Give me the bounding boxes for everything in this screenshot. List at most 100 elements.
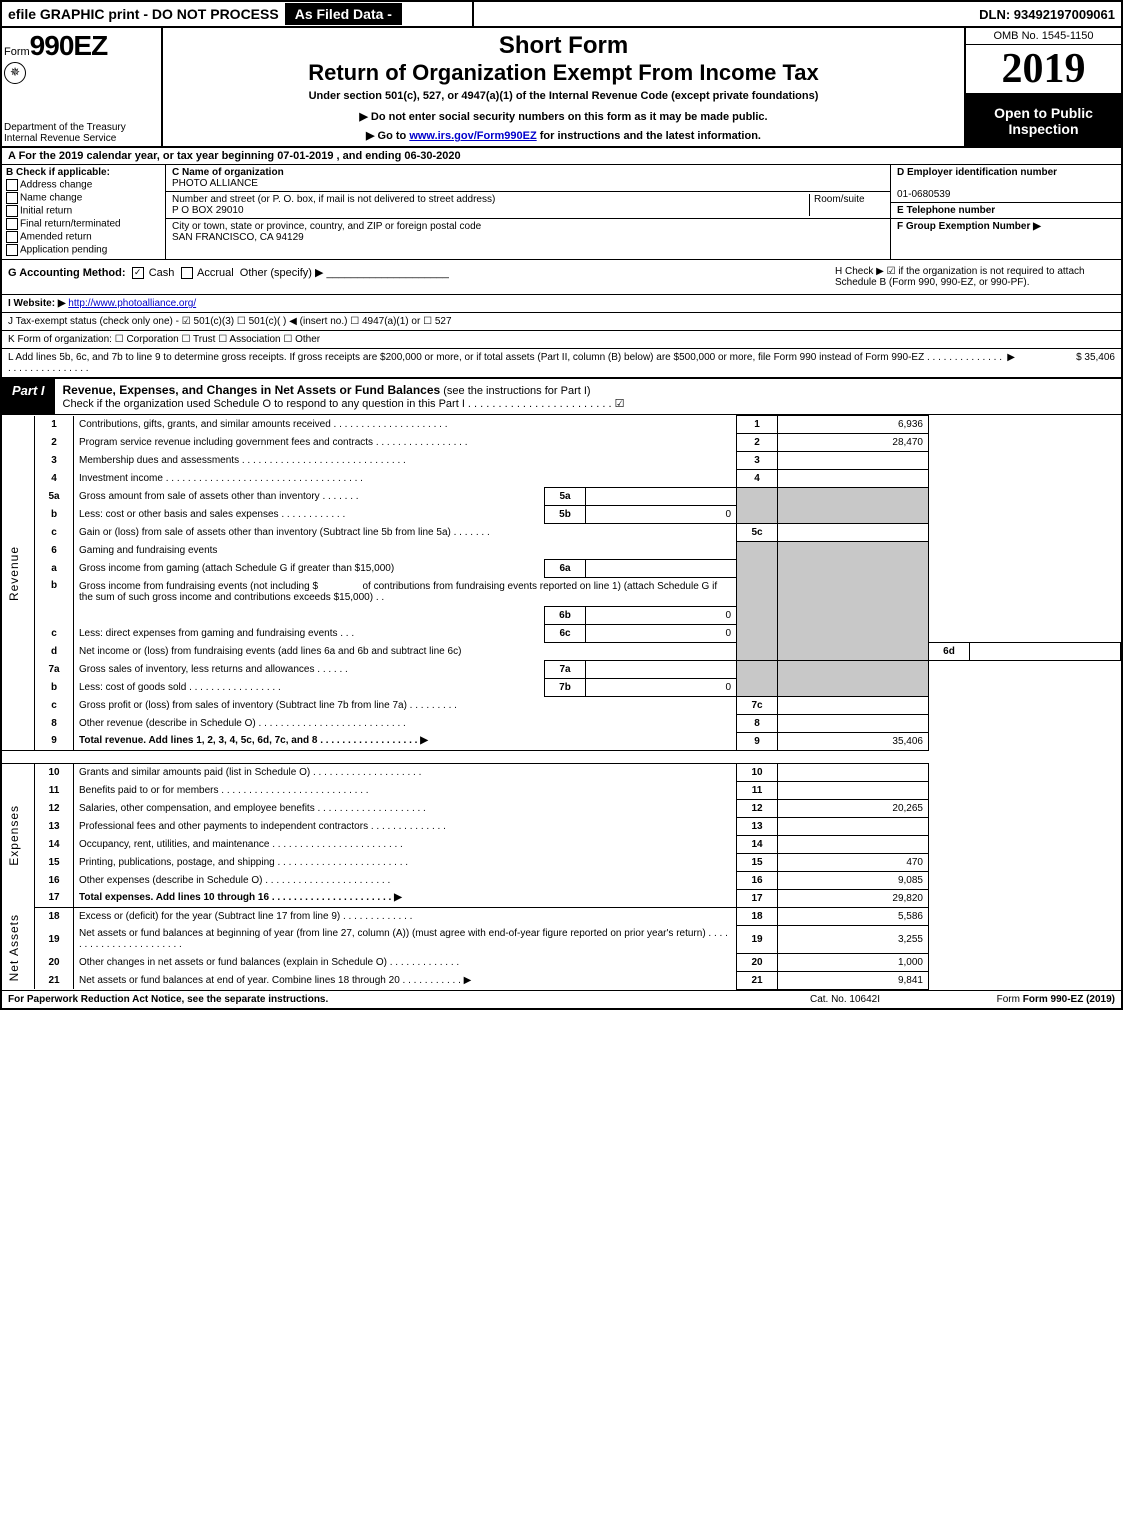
part1-header: Part I Revenue, Expenses, and Changes in…	[2, 379, 1121, 415]
table-row: b Less: cost or other basis and sales ex…	[2, 506, 1121, 524]
table-row: Expenses 10 Grants and similar amounts p…	[2, 763, 1121, 781]
table-row: 12 Salaries, other compensation, and emp…	[2, 799, 1121, 817]
chk-name: Name change	[6, 192, 161, 204]
ein-value: 01-0680539	[897, 189, 950, 200]
checkbox-icon[interactable]	[6, 179, 18, 191]
chk-pending: Application pending	[6, 244, 161, 256]
tax-year: 2019	[966, 45, 1121, 95]
footer: For Paperwork Reduction Act Notice, see …	[2, 990, 1121, 1008]
group-exemption-row: F Group Exemption Number ▶	[891, 219, 1121, 259]
checkbox-icon[interactable]	[6, 231, 18, 243]
table-row: 6 Gaming and fundraising events	[2, 542, 1121, 560]
table-row: 13 Professional fees and other payments …	[2, 817, 1121, 835]
header-center: Short Form Return of Organization Exempt…	[163, 28, 964, 146]
row-a: A For the 2019 calendar year, or tax yea…	[2, 148, 1121, 165]
efile-label: efile GRAPHIC print - DO NOT PROCESS	[2, 3, 287, 25]
street-row: Number and street (or P. O. box, if mail…	[166, 192, 890, 219]
asfiled-blank	[402, 2, 474, 26]
table-row: 2 Program service revenue including gove…	[2, 434, 1121, 452]
header-row: Form990EZ ✵ Department of the Treasury I…	[2, 28, 1121, 148]
table-row: 3 Membership dues and assessments . . . …	[2, 452, 1121, 470]
row-l-amount: $ 35,406	[1015, 352, 1115, 374]
phone-row: E Telephone number	[891, 203, 1121, 219]
row-l-arrow: ▶	[1007, 352, 1015, 374]
expenses-side-label: Expenses	[2, 763, 35, 907]
city-label: City or town, state or province, country…	[172, 221, 481, 232]
table-row: 14 Occupancy, rent, utilities, and maint…	[2, 835, 1121, 853]
ein-row: D Employer identification number 01-0680…	[891, 165, 1121, 203]
table-row: b Less: cost of goods sold . . . . . . .…	[2, 678, 1121, 696]
g-label: G Accounting Method:	[8, 267, 126, 279]
revenue-side-label: Revenue	[2, 416, 35, 733]
return-title: Return of Organization Exempt From Incom…	[167, 60, 960, 86]
e-label: E Telephone number	[897, 205, 995, 216]
section-c: C Name of organization PHOTO ALLIANCE Nu…	[166, 165, 890, 259]
table-row: c Gain or (loss) from sale of assets oth…	[2, 524, 1121, 542]
footer-left: For Paperwork Reduction Act Notice, see …	[8, 994, 755, 1005]
part1-title-bold: Revenue, Expenses, and Changes in Net As…	[63, 383, 441, 397]
form-container: efile GRAPHIC print - DO NOT PROCESS As …	[0, 0, 1123, 1010]
dln-label: DLN: 93492197009061	[973, 4, 1121, 25]
part1-check-line: Check if the organization used Schedule …	[63, 398, 625, 410]
dept-block: Department of the Treasury Internal Reve…	[4, 122, 159, 144]
row-l: L Add lines 5b, 6c, and 7b to line 9 to …	[2, 349, 1121, 379]
section-b-title: B Check if applicable:	[6, 167, 110, 178]
table-row: 6b 0	[2, 606, 1121, 624]
under-section: Under section 501(c), 527, or 4947(a)(1)…	[167, 90, 960, 102]
top-bar: efile GRAPHIC print - DO NOT PROCESS As …	[2, 2, 1121, 28]
table-row: Net Assets 18 Excess or (deficit) for th…	[2, 907, 1121, 925]
checkbox-icon[interactable]	[6, 205, 18, 217]
table-row: 17 Total expenses. Add lines 10 through …	[2, 889, 1121, 907]
row-k: K Form of organization: ☐ Corporation ☐ …	[2, 331, 1121, 349]
checkbox-icon[interactable]	[6, 244, 18, 256]
section-de: D Employer identification number 01-0680…	[890, 165, 1121, 259]
table-row: 16 Other expenses (describe in Schedule …	[2, 871, 1121, 889]
table-row: 7a Gross sales of inventory, less return…	[2, 660, 1121, 678]
row-j: J Tax-exempt status (check only one) - ☑…	[2, 313, 1121, 331]
accounting-method: G Accounting Method: ✓ Cash Accrual Othe…	[8, 266, 835, 288]
table-row: 11 Benefits paid to or for members . . .…	[2, 781, 1121, 799]
org-name-row: C Name of organization PHOTO ALLIANCE	[166, 165, 890, 192]
c-label: C Name of organization	[172, 167, 284, 178]
checkbox-icon[interactable]	[6, 192, 18, 204]
table-row: c Less: direct expenses from gaming and …	[2, 624, 1121, 642]
chk-amended: Amended return	[6, 231, 161, 243]
checkbox-cash[interactable]: ✓	[132, 267, 144, 279]
row-gh: G Accounting Method: ✓ Cash Accrual Othe…	[2, 260, 1121, 295]
street-value: P O BOX 29010	[172, 205, 244, 216]
open-public-badge: Open to Public Inspection	[966, 95, 1121, 146]
room-label: Room/suite	[809, 194, 884, 216]
table-row: b Gross income from fundraising events (…	[2, 577, 1121, 606]
city-row: City or town, state or province, country…	[166, 219, 890, 245]
part1-title: Revenue, Expenses, and Changes in Net As…	[55, 379, 1121, 414]
checkbox-icon[interactable]	[6, 218, 18, 230]
line-num: 1	[35, 416, 74, 434]
chk-initial: Initial return	[6, 205, 161, 217]
ssn-note: ▶ Do not enter social security numbers o…	[167, 110, 960, 123]
row-l-text: L Add lines 5b, 6c, and 7b to line 9 to …	[8, 352, 1007, 374]
part1-badge: Part I	[2, 379, 55, 414]
goto-link[interactable]: www.irs.gov/Form990EZ	[409, 130, 536, 142]
table-row: 5a Gross amount from sale of assets othe…	[2, 488, 1121, 506]
i-label: I Website: ▶	[8, 298, 66, 309]
table-row: 20 Other changes in net assets or fund b…	[2, 953, 1121, 971]
line-rnum: 1	[737, 416, 778, 434]
table-row: 19 Net assets or fund balances at beginn…	[2, 925, 1121, 953]
h-schedule-b: H Check ▶ ☑ if the organization is not r…	[835, 266, 1115, 288]
table-row: 8 Other revenue (describe in Schedule O)…	[2, 714, 1121, 732]
table-row: Revenue 1 Contributions, gifts, grants, …	[2, 416, 1121, 434]
street-label: Number and street (or P. O. box, if mail…	[172, 194, 495, 205]
org-name: PHOTO ALLIANCE	[172, 178, 258, 189]
revenue-table: Revenue 1 Contributions, gifts, grants, …	[2, 415, 1121, 990]
table-row: 9 Total revenue. Add lines 1, 2, 3, 4, 5…	[2, 732, 1121, 750]
asfiled-label: As Filed Data -	[287, 3, 402, 25]
d-label: D Employer identification number	[897, 167, 1057, 178]
line-desc: Contributions, gifts, grants, and simila…	[74, 416, 737, 434]
dept-line1: Department of the Treasury	[4, 122, 126, 133]
table-row: d Net income or (loss) from fundraising …	[2, 642, 1121, 660]
form-number-block: Form990EZ ✵	[4, 30, 159, 84]
website-link[interactable]: http://www.photoalliance.org/	[68, 298, 196, 309]
form-prefix: Form	[4, 46, 30, 58]
checkbox-accrual[interactable]	[181, 267, 193, 279]
part1-title-rest: (see the instructions for Part I)	[440, 385, 590, 397]
